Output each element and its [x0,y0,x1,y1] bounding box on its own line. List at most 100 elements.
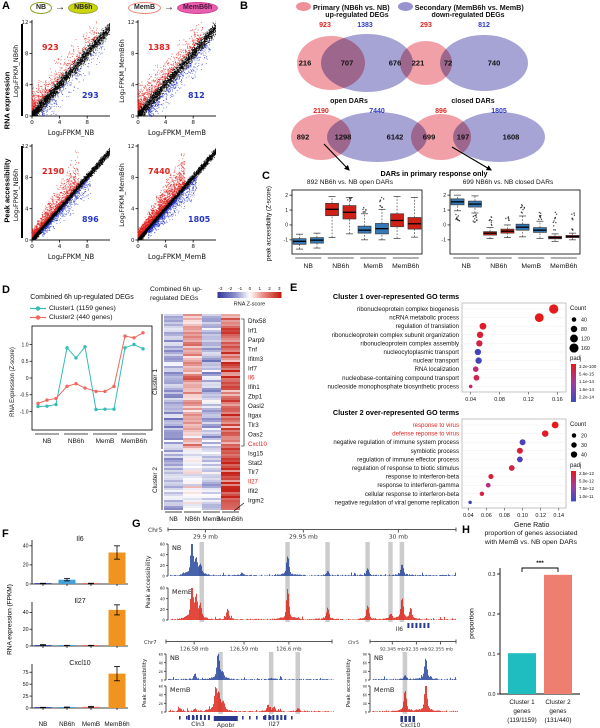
svg-text:Tlr7: Tlr7 [248,469,259,476]
track-chr5-cxcl10 [346,636,462,728]
svg-text:negative regulation of viral g: negative regulation of viral genome repl… [335,499,459,506]
heatmap-block: Cluster 1 Cluster 2 NB NB6h MemB MemB6h Dhx58 I… [150,312,290,530]
svg-text:160: 160 [581,346,590,352]
venn-1: down-regulated DEGs 293 812 221 72 740 [388,12,548,100]
secondary-swatch-icon [397,2,413,11]
venn-title-3: closed DARs [451,98,495,105]
svg-text:896: 896 [435,108,447,115]
svg-text:Tlr3: Tlr3 [248,422,259,429]
svg-text:0: 0 [26,644,29,650]
scatter-rna-nb [10,16,110,142]
svg-text:Stat2: Stat2 [248,460,263,467]
svg-text:Cluster 1: Cluster 1 [509,699,535,706]
svg-text:Itgax: Itgax [248,413,262,420]
svg-text:ncRNA metabolic process: ncRNA metabolic process [389,315,459,322]
svg-text:0.1: 0.1 [488,652,495,658]
svg-text:RNA localization: RNA localization [415,366,459,373]
svg-text:0: 0 [249,286,252,291]
svg-text:padj: padj [570,356,581,362]
svg-text:-0.5: -0.5 [20,393,29,399]
svg-text:0: 0 [285,223,288,229]
svg-text:3.2e-100: 3.2e-100 [579,364,597,369]
svg-text:Irf1: Irf1 [248,327,257,334]
svg-text:293: 293 [420,22,432,29]
svg-text:7.5e-12: 7.5e-12 [579,486,594,491]
svg-text:740: 740 [488,59,501,68]
svg-text:MemB: MemB [203,516,221,523]
svg-text:5.0e-12: 5.0e-12 [579,479,594,484]
svg-text:nucleobase-containing compound: nucleobase-containing compound transport [342,375,459,382]
svg-text:cellular response to interfero: cellular response to interferon-beta [365,491,460,498]
svg-text:NB6h: NB6h [68,438,85,445]
svg-text:NB: NB [42,438,51,445]
svg-text:197: 197 [457,133,470,142]
svg-text:1: 1 [258,286,261,291]
venn-legend-item-primary: Primary (NB6h vs. NB) [296,2,390,12]
svg-text:812: 812 [478,22,490,29]
svg-text:nucleocytoplasmic transport: nucleocytoplasmic transport [383,349,459,356]
svg-text:0.0: 0.0 [488,692,495,698]
flow-nb: NB → NB6h [30,2,99,14]
svg-text:MemB: MemB [363,263,383,270]
prop-title-line1: proportion of genes associated [484,530,578,537]
boxplot-closed-dars: -1 0 1 2 NB NB6h MemB MemB6h [442,189,581,270]
svg-text:40: 40 [23,544,29,550]
svg-text:0.08: 0.08 [494,397,505,403]
svg-text:2190: 2190 [313,108,329,115]
svg-text:0: 0 [26,582,29,588]
svg-text:20: 20 [23,563,29,569]
go-dotplot-cluster2: response to virus defense reponse to viru… [333,418,594,529]
svg-text:regulation of translation: regulation of translation [396,323,459,330]
panel-d-label: D [2,284,10,296]
svg-text:1.6e-14: 1.6e-14 [579,387,594,392]
venn-legend-secondary-label: Secondary (MemB6h vs. MemB) [414,3,524,12]
svg-text:-1.0: -1.0 [20,409,29,415]
svg-text:30: 30 [581,443,587,449]
svg-text:2.2e-14: 2.2e-14 [579,394,594,399]
svg-text:40: 40 [581,318,587,324]
svg-text:0.14: 0.14 [553,513,564,519]
panel-f-ylabel: RNA expression (FPKM) [6,584,14,655]
svg-text:0: 0 [443,223,446,229]
venn-diagram-0: 923 1383 216 707 676 [297,22,413,92]
heatmap-title-line1: Combined 6h up- [150,286,203,293]
panel-b: B Primary (NB6h vs. NB) Secondary (MemB6… [232,0,600,176]
venn-3: closed DARs 896 1805 699 197 1608 [393,98,553,168]
svg-text:Cxcl10: Cxcl10 [69,660,91,667]
svg-text:Il6: Il6 [76,536,84,543]
svg-text:regulation of response to biot: regulation of response to biotic stimulu… [352,465,459,472]
go-dotplot-cluster1: ribonucleoprotein complex biogenesis ncRN… [328,302,597,403]
svg-text:response to virus: response to virus [413,422,459,429]
go-cluster2-title: Cluster 2 over-represented GO terms [332,408,460,417]
svg-text:NB: NB [39,721,48,728]
svg-text:1298: 1298 [335,133,352,142]
svg-text:NB6h: NB6h [59,721,75,728]
svg-text:1805: 1805 [491,108,507,115]
svg-text:0: 0 [26,376,29,382]
svg-text:40: 40 [23,610,29,616]
svg-text:0.5: 0.5 [22,359,29,365]
venn-legend: Primary (NB6h vs. NB) Secondary (MemB6h … [296,2,524,12]
svg-text:7440: 7440 [369,108,385,115]
primary-swatch-icon [296,2,311,11]
scatter-atac-memb [116,140,216,266]
venn-title-2: open DARs [330,98,368,105]
scatter-rna-memb [116,16,216,142]
svg-text:6142: 6142 [387,133,404,142]
svg-text:Irgm2: Irgm2 [248,498,264,505]
heatmap-title-line2: regulated DEGs [150,294,199,302]
venn-legend-primary-label: Primary (NB6h vs. NB) [313,3,390,12]
heatmap-colorbar: -3 -2 -1 0 1 2 3 RNA Z-score [217,286,282,308]
svg-text:2: 2 [268,286,271,291]
svg-text:MemB6h: MemB6h [550,263,577,270]
venn-diagram-1: 293 812 221 72 740 [400,22,528,91]
svg-text:nucleoside monophosphate biosy: nucleoside monophosphate biosynthetic pr… [328,383,459,390]
nb-oval: NB [30,2,53,14]
svg-text:response to interferon-gamma: response to interferon-gamma [377,482,459,489]
panel-c-title: DARs in primary response only [380,169,488,178]
svg-text:***: *** [536,560,544,567]
svg-text:Il6: Il6 [248,375,255,382]
svg-text:negative regulation of immune: negative regulation of immune system pro… [333,439,459,446]
line-chart-title: Combined 6h up-regulated DEGs [30,294,134,301]
panel-b-label: B [240,0,248,12]
